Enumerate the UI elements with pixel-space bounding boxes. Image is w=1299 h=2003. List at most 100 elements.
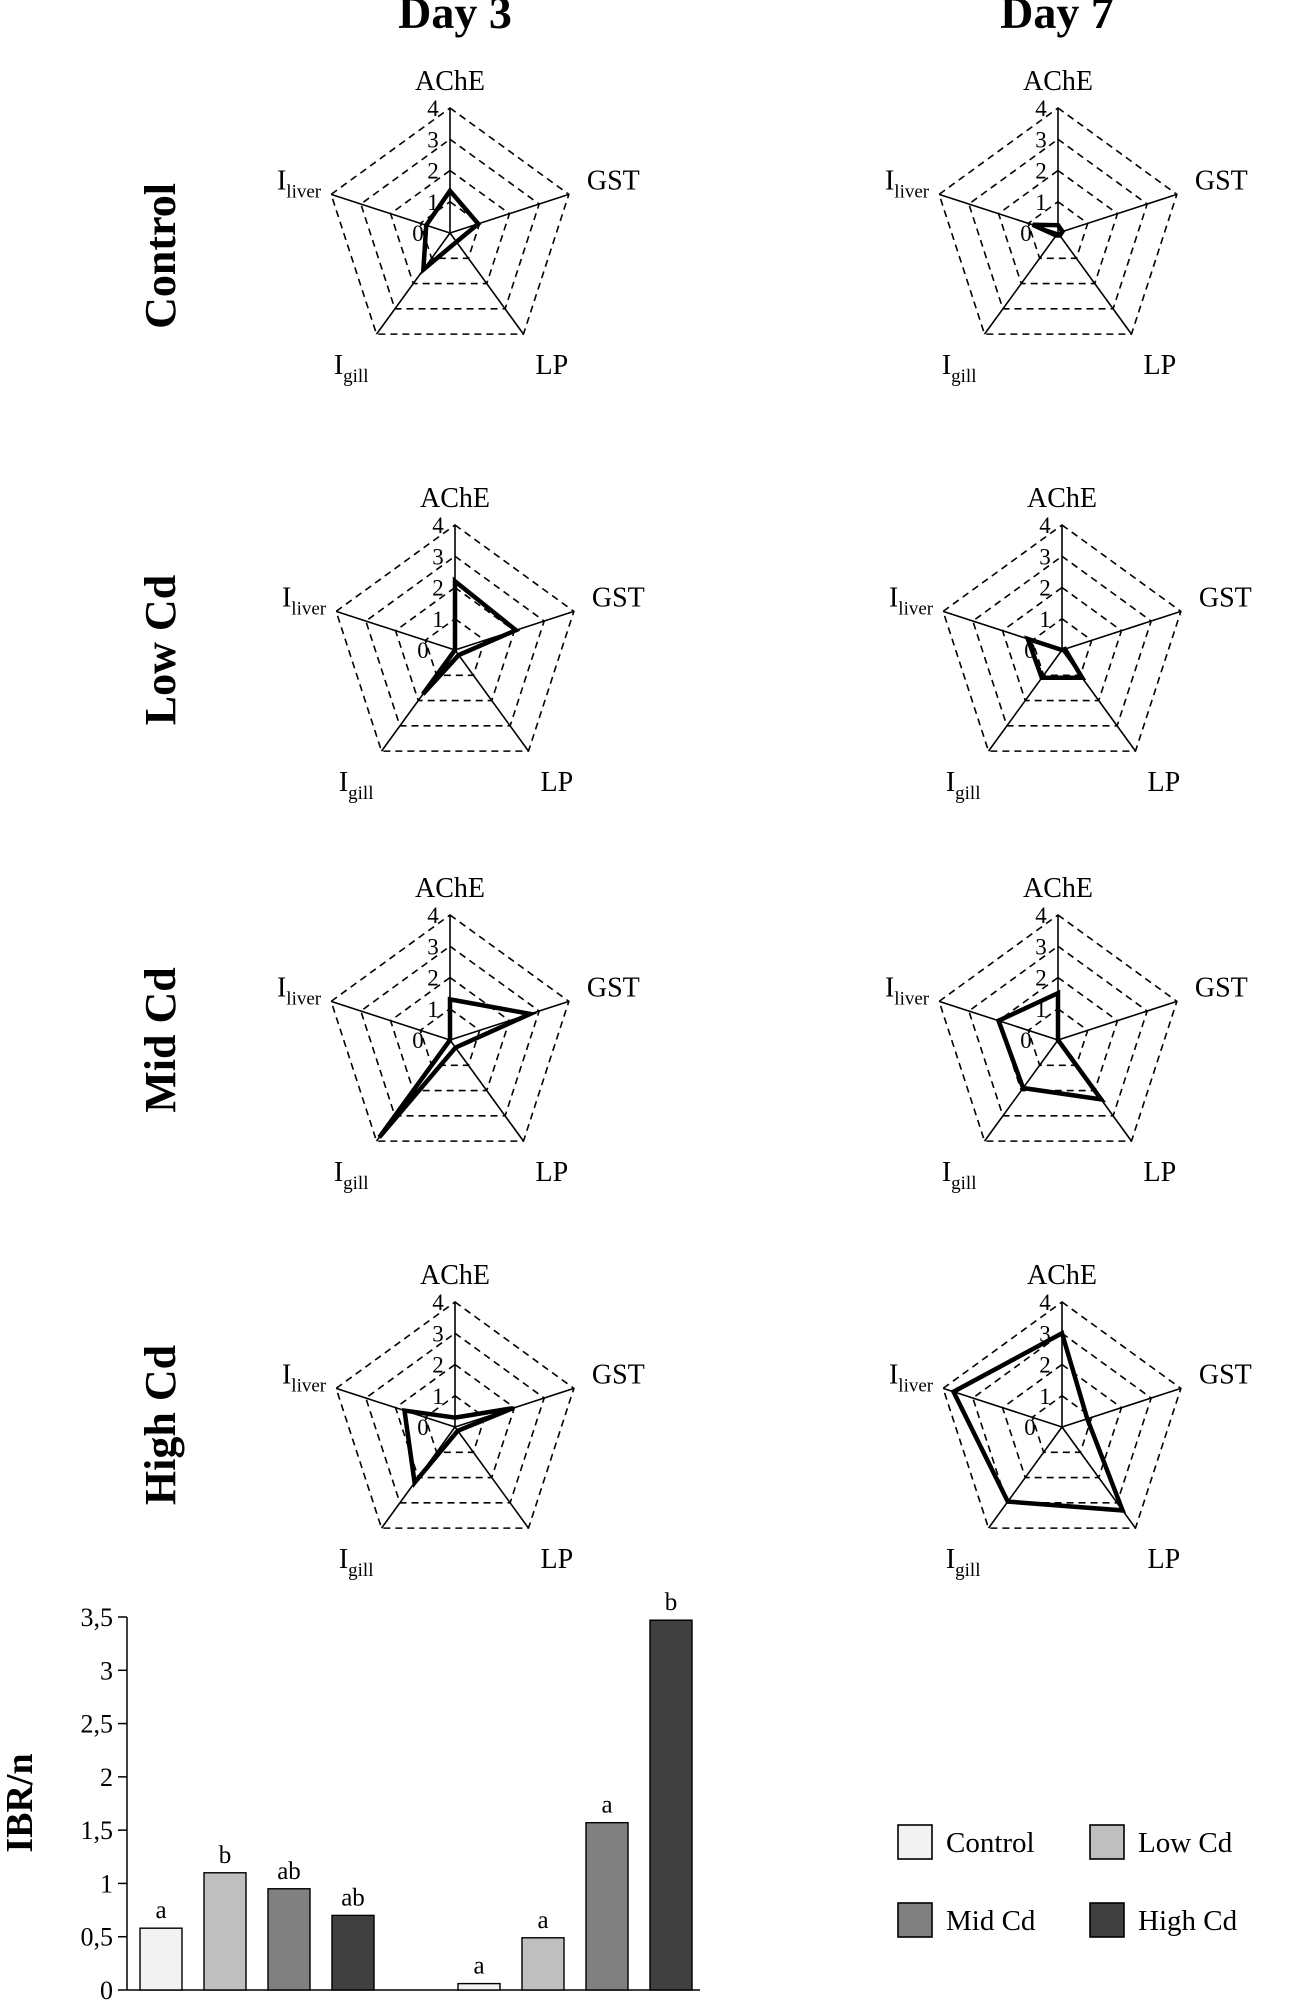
bar-y-tick-label: 3 [100,1656,113,1685]
radar-tick-label: 4 [427,903,439,928]
radar-axis-label-iliver: Iliver [277,972,322,1009]
radar-spoke-gst [449,193,570,234]
bar-day-7-control [457,1982,501,1991]
radar-tick-label: 0 [412,221,424,246]
radar-axis-label-igill: Igill [339,1544,374,1581]
row-title-high-cd: High Cd [136,1345,185,1505]
radar-tick-label: 1 [427,190,439,215]
radar-axis-label-gst: GST [1195,972,1248,1003]
radar-axis-label-ache: AChE [1023,66,1093,97]
radar-tick-label: 3 [427,934,439,959]
radar-spoke-lp [1057,232,1133,335]
radar-axis-label-gst: GST [587,165,640,196]
radar-axis-label-igill: Igill [334,1157,369,1194]
radar-spoke-gst [449,1000,570,1041]
radar-tick-label: 3 [1039,1321,1051,1346]
radar-grid-ring-3 [359,138,541,310]
radar-tick-label: 1 [1039,1384,1051,1409]
bar-y-tick-label: 1 [100,1869,113,1898]
radar-tick-label: 4 [1039,1290,1051,1315]
radar-spoke-lp [454,1426,530,1529]
radar-spoke-igill [983,1039,1059,1142]
radar-tick-label: 2 [432,1353,444,1378]
radar-axis-label-lp: LP [1144,1157,1177,1188]
radar-tick-label: 2 [427,966,439,991]
row-title-control: Control [136,183,185,329]
row-title-low-cd: Low Cd [136,575,185,725]
radar-grid-ring-3 [359,945,541,1117]
radar-axis-label-gst: GST [1195,165,1248,196]
radar-axis-label-gst: GST [1199,1359,1252,1390]
bar-day-3-mid-cd [267,1888,311,1991]
radar-axis-label-iliver: Iliver [885,165,930,202]
radar-tick-label: 0 [1024,1415,1036,1440]
bar-y-tick-label: 1,5 [81,1816,114,1845]
legend-swatch [897,1824,933,1860]
radar-axis-label-ache: AChE [420,1260,490,1291]
radar-series-line [421,576,521,696]
radar-tick-label: 2 [1035,966,1047,991]
radar-grid-ring-1 [1027,1007,1089,1067]
bar-significance-letter: b [665,1589,678,1616]
radar-grid-ring-3 [971,555,1153,727]
radar-axis-label-igill: Igill [942,1157,977,1194]
bar-day-7-mid-cd [585,1821,629,1991]
radar-tick-label: 0 [412,1028,424,1053]
radar-spoke-lp [449,1039,525,1142]
bar-y-tick-label: 2,5 [81,1710,114,1739]
radar-grid-ring-3 [967,138,1149,310]
radar-spoke-igill [983,232,1059,335]
radar-grid-ring-3 [967,945,1149,1117]
bar-y-tick-label: 0 [100,1976,113,2003]
legend-label: Control [946,1827,1035,1859]
radar-spoke-gst [1061,610,1182,651]
radar-axis-label-lp: LP [541,767,574,798]
legend-label: Low Cd [1138,1827,1233,1859]
radar-axis-label-ache: AChE [1023,873,1093,904]
radar-grid-ring-4 [938,107,1178,335]
radar-series-line [995,989,1107,1103]
radar-axis-label-lp: LP [1148,1544,1181,1575]
radar-tick-label: 3 [432,1321,444,1346]
radar-axis-label-gst: GST [592,1359,645,1390]
radar-tick-label: 4 [1035,903,1047,928]
radar-tick-label: 1 [427,997,439,1022]
radar-axis-label-lp: LP [536,350,569,381]
radar-tick-label: 2 [432,576,444,601]
column-titles: Day 3 Day 7 [398,0,1114,38]
radar-axis-label-gst: GST [587,972,640,1003]
radar-axis-label-iliver: Iliver [277,165,322,202]
radar-axis-label-igill: Igill [339,767,374,804]
bar-significance-letter: a [155,1897,166,1924]
bar-significance-letter: ab [277,1858,301,1885]
bar-day-3-high-cd [331,1914,375,1991]
radar-grid-ring-2 [997,169,1119,285]
radar-tick-label: 4 [432,1290,444,1315]
bar-significance-letter: a [473,1953,484,1980]
bar-day-3-control [139,1927,183,1991]
radar-grid-ring-4 [335,524,575,752]
bar-significance-letter: b [219,1842,232,1869]
radar-tick-label: 4 [432,513,444,538]
radar-tick-label: 4 [1035,96,1047,121]
radar-axis-label-igill: Igill [942,350,977,387]
radar-grid-ring-4 [335,1301,575,1529]
radar-tick-label: 0 [1020,1028,1032,1053]
bar-significance-letter: a [537,1907,548,1934]
bar-y-axis-label: IBR/n [0,1753,41,1852]
radar-axis-label-lp: LP [1148,767,1181,798]
bar-day-3-low-cd [203,1872,247,1991]
radar-tick-label: 2 [427,159,439,184]
radar-tick-label: 3 [1035,127,1047,152]
radar-spoke-iliver [330,193,451,234]
radar-tick-label: 0 [417,1415,429,1440]
radar-axis-label-ache: AChE [1027,483,1097,514]
radar-spoke-gst [1057,1000,1178,1041]
radar-tick-label: 1 [432,607,444,632]
radar-axis-label-igill: Igill [946,1544,981,1581]
